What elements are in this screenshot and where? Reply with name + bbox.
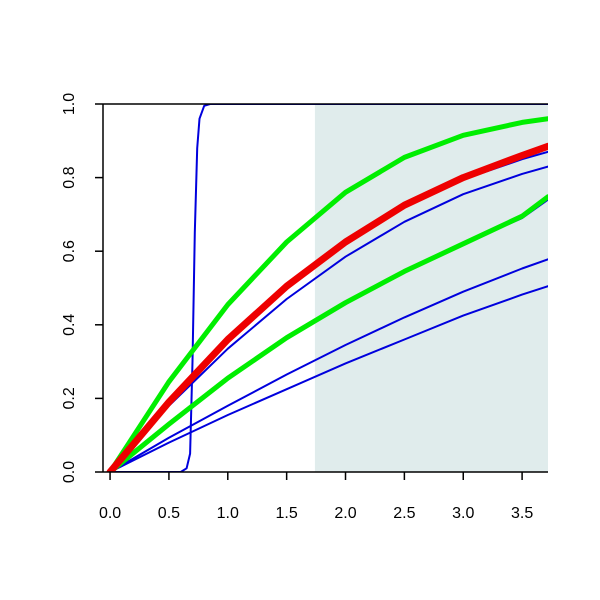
x-tick-label: 0.0: [99, 505, 121, 522]
series-line-3: [109, 258, 548, 472]
x-tick-label: 1.0: [217, 505, 239, 522]
x-axis: 0.0 0.5 1.0 1.5 2.0 2.5 3.0 3.5: [99, 472, 533, 522]
y-tick-label: 0.8: [61, 166, 78, 188]
series-line-1: [109, 104, 548, 472]
x-tick-label: 3.0: [452, 505, 474, 522]
x-tick-label: 1.5: [276, 505, 298, 522]
x-tick-label: 2.0: [334, 505, 356, 522]
series-line-7: [107, 194, 548, 472]
y-tick-label: 1.0: [61, 93, 78, 115]
series-layer: [106, 104, 548, 472]
y-axis: 0.0 0.2 0.4 0.6 0.8 1.0: [61, 93, 103, 483]
x-tick-label: 3.5: [511, 505, 533, 522]
plot-frame: [102, 103, 548, 473]
shaded-region: [314, 104, 548, 472]
x-tick-label: 2.5: [393, 505, 415, 522]
y-tick-label: 0.0: [61, 461, 78, 483]
y-tick-label: 0.2: [61, 387, 78, 409]
series-line-8: [107, 116, 548, 472]
x-tick-label: 0.5: [158, 505, 180, 522]
y-tick-label: 0.6: [61, 240, 78, 262]
series-line-9: [106, 142, 548, 472]
series-line-2: [109, 285, 548, 472]
y-tick-label: 0.4: [61, 314, 78, 336]
series-line-5: [109, 165, 548, 472]
